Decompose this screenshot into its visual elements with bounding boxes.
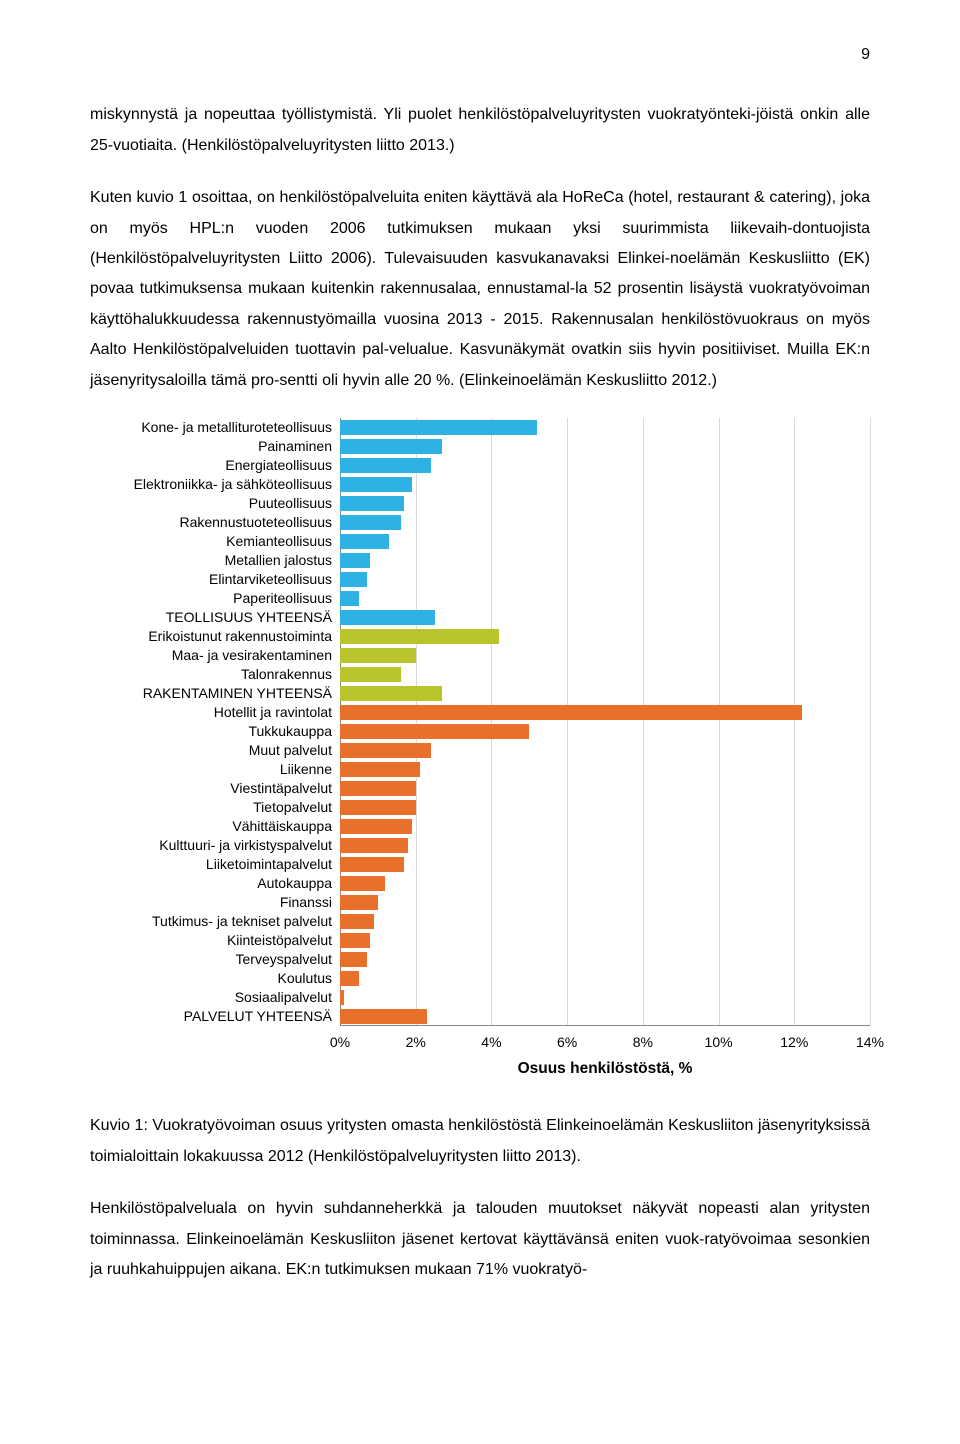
chart-bar bbox=[340, 743, 431, 758]
chart-bar bbox=[340, 895, 378, 910]
x-tick: 4% bbox=[481, 1029, 501, 1056]
chart-bar bbox=[340, 971, 359, 986]
chart-bar bbox=[340, 705, 802, 720]
bar-chart: Kone- ja metallituroteteollisuusPainamin… bbox=[90, 418, 870, 1083]
chart-row: PALVELUT YHTEENSÄ bbox=[90, 1007, 870, 1026]
x-tick: 10% bbox=[705, 1029, 733, 1056]
chart-bar bbox=[340, 534, 389, 549]
chart-bar bbox=[340, 553, 370, 568]
chart-bar bbox=[340, 781, 416, 796]
chart-bar bbox=[340, 933, 370, 948]
chart-bar bbox=[340, 914, 374, 929]
x-tick: 14% bbox=[856, 1029, 884, 1056]
chart-bar bbox=[340, 591, 359, 606]
paragraph-3: Henkilöstöpalveluala on hyvin suhdannehe… bbox=[90, 1194, 870, 1285]
chart-row-label: PALVELUT YHTEENSÄ bbox=[90, 1003, 340, 1030]
chart-bar bbox=[340, 724, 529, 739]
x-tick: 2% bbox=[406, 1029, 426, 1056]
chart-bar bbox=[340, 1009, 427, 1024]
chart-bar bbox=[340, 838, 408, 853]
chart-bar bbox=[340, 572, 367, 587]
paragraph-2: Kuten kuvio 1 osoittaa, on henkilöstöpal… bbox=[90, 183, 870, 396]
chart-bar bbox=[340, 648, 416, 663]
x-axis-label: Osuus henkilöstöstä, % bbox=[340, 1054, 870, 1083]
page-number: 9 bbox=[90, 40, 870, 70]
chart-bar bbox=[340, 686, 442, 701]
chart-bar bbox=[340, 876, 385, 891]
chart-bar bbox=[340, 610, 435, 625]
x-axis: 0%2%4%6%8%10%12%14% bbox=[340, 1026, 870, 1050]
chart-bar bbox=[340, 762, 420, 777]
chart-bar bbox=[340, 439, 442, 454]
chart-bar bbox=[340, 420, 537, 435]
chart-bar bbox=[340, 819, 412, 834]
chart-bar bbox=[340, 458, 431, 473]
chart-bar bbox=[340, 857, 404, 872]
chart-bar bbox=[340, 990, 344, 1005]
chart-bar bbox=[340, 496, 404, 511]
x-tick: 6% bbox=[557, 1029, 577, 1056]
chart-bar bbox=[340, 800, 416, 815]
chart-bar bbox=[340, 477, 412, 492]
figure-caption: Kuvio 1: Vuokratyövoiman osuus yritysten… bbox=[90, 1111, 870, 1172]
chart-bar bbox=[340, 667, 401, 682]
paragraph-1: miskynnystä ja nopeuttaa työllistymistä.… bbox=[90, 100, 870, 161]
x-tick: 8% bbox=[633, 1029, 653, 1056]
x-tick: 0% bbox=[330, 1029, 350, 1056]
chart-bar bbox=[340, 629, 499, 644]
chart-bar bbox=[340, 952, 367, 967]
x-tick: 12% bbox=[780, 1029, 808, 1056]
chart-bar bbox=[340, 515, 401, 530]
